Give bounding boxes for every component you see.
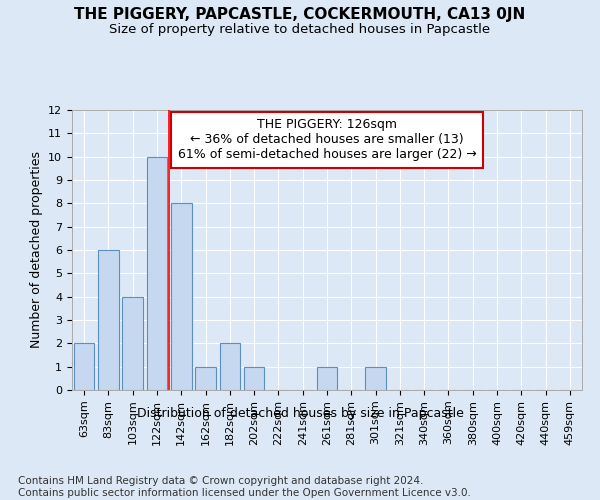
Y-axis label: Number of detached properties: Number of detached properties [29, 152, 43, 348]
Bar [220, 344, 240, 390]
Bar [317, 366, 337, 390]
Bar [74, 344, 94, 390]
Text: THE PIGGERY: 126sqm
← 36% of detached houses are smaller (13)
61% of semi-detach: THE PIGGERY: 126sqm ← 36% of detached ho… [178, 118, 476, 162]
Bar [171, 204, 191, 390]
Bar [195, 366, 216, 390]
Text: THE PIGGERY, PAPCASTLE, COCKERMOUTH, CA13 0JN: THE PIGGERY, PAPCASTLE, COCKERMOUTH, CA1… [74, 8, 526, 22]
Bar [244, 366, 265, 390]
Bar [146, 156, 167, 390]
Text: Distribution of detached houses by size in Papcastle: Distribution of detached houses by size … [137, 408, 463, 420]
Text: Size of property relative to detached houses in Papcastle: Size of property relative to detached ho… [109, 22, 491, 36]
Bar [122, 296, 143, 390]
Bar [365, 366, 386, 390]
Bar [98, 250, 119, 390]
Text: Contains HM Land Registry data © Crown copyright and database right 2024.
Contai: Contains HM Land Registry data © Crown c… [18, 476, 471, 498]
